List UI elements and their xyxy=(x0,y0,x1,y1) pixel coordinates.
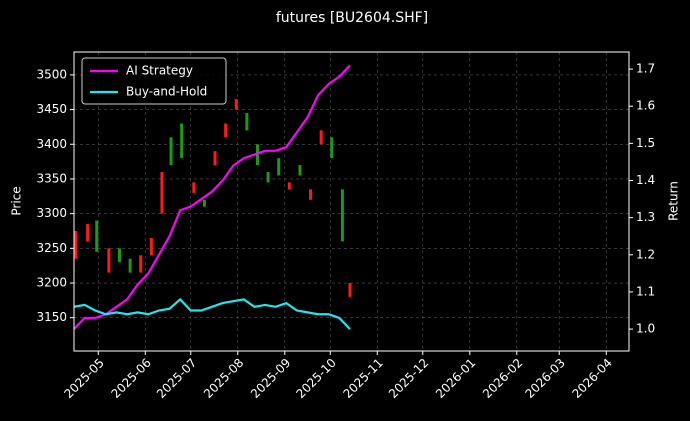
y2-tick-label: 1.0 xyxy=(636,322,655,336)
candle xyxy=(245,113,249,131)
candle xyxy=(309,189,313,200)
candle xyxy=(74,230,78,259)
line xyxy=(74,64,351,330)
candle xyxy=(139,255,143,273)
line xyxy=(74,297,351,330)
candle xyxy=(319,130,323,145)
candle xyxy=(117,248,121,263)
y-tick-label: 3200 xyxy=(36,276,67,290)
candle xyxy=(192,182,196,193)
y-tick-label: 3150 xyxy=(36,310,67,324)
x-tick-label: 2025-07 xyxy=(154,356,199,401)
x-tick-label: 2025-05 xyxy=(62,356,107,401)
x-tick-label: 2026-03 xyxy=(522,356,567,401)
x-tick-label: 2026-02 xyxy=(480,356,525,401)
y2-tick-label: 1.4 xyxy=(636,173,655,187)
y-tick-label: 3300 xyxy=(36,206,67,220)
y2-tick-label: 1.1 xyxy=(636,284,655,298)
candle xyxy=(180,123,184,159)
candle xyxy=(348,283,352,297)
y-tick-label: 3350 xyxy=(36,171,67,185)
candle xyxy=(169,137,173,166)
candle xyxy=(213,151,217,166)
legend-label: AI Strategy xyxy=(126,64,193,78)
x-tick-label: 2025-11 xyxy=(341,356,386,401)
y-axis-label: Price xyxy=(10,186,24,215)
candle xyxy=(95,220,99,252)
y-tick-label: 3450 xyxy=(36,102,67,116)
candle xyxy=(160,172,164,214)
y2-tick-label: 1.6 xyxy=(636,99,655,113)
candle xyxy=(330,137,334,159)
legend-label: Buy-and-Hold xyxy=(126,85,207,99)
y-tick-label: 3250 xyxy=(36,241,67,255)
candle xyxy=(287,182,291,190)
candle xyxy=(277,158,281,176)
candle xyxy=(149,237,153,256)
chart-title: futures [BU2604.SHF] xyxy=(276,10,428,26)
x-tick-label: 2026-01 xyxy=(433,356,478,401)
y-tick-label: 3500 xyxy=(36,67,67,81)
y2-axis-label: Return xyxy=(667,181,681,221)
candle xyxy=(298,165,302,176)
candle xyxy=(234,99,238,110)
y2-tick-label: 1.5 xyxy=(636,136,655,150)
x-tick-label: 2025-10 xyxy=(294,356,339,401)
x-tick-label: 2026-04 xyxy=(569,356,614,401)
x-tick-label: 2025-12 xyxy=(386,356,431,401)
x-tick-label: 2025-06 xyxy=(109,356,154,401)
candle xyxy=(255,144,259,166)
candle xyxy=(340,189,344,242)
y2-tick-label: 1.7 xyxy=(636,62,655,76)
candle xyxy=(107,248,111,273)
candle xyxy=(224,123,228,138)
x-tick-label: 2025-08 xyxy=(201,356,246,401)
candle xyxy=(86,224,90,242)
plot-frame xyxy=(73,51,630,352)
y-tick-label: 3400 xyxy=(36,137,67,151)
y2-tick-label: 1.3 xyxy=(636,210,655,224)
y2-tick-label: 1.2 xyxy=(636,247,655,261)
x-tick-label: 2025-09 xyxy=(248,356,293,401)
candle xyxy=(202,199,206,207)
candle xyxy=(128,258,132,273)
candle xyxy=(266,172,270,183)
plot xyxy=(74,64,352,330)
